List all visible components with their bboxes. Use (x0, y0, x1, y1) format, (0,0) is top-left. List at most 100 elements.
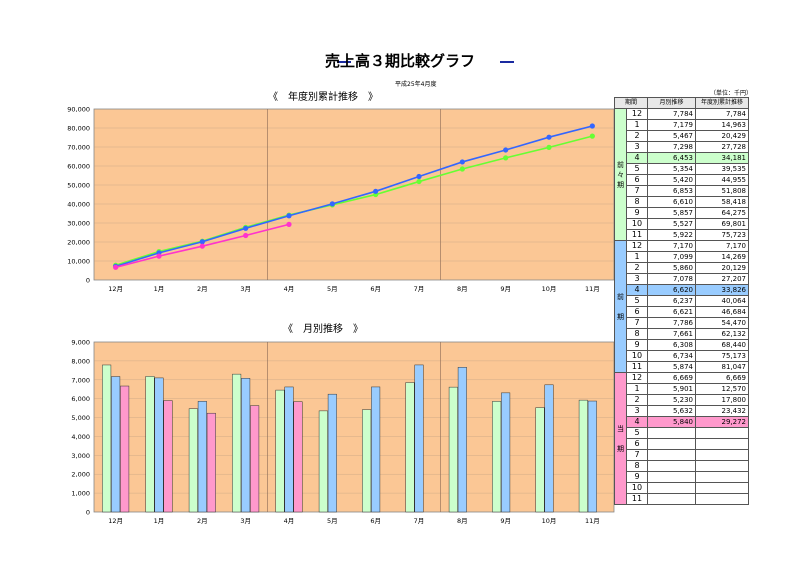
x-tick-label: 7月 (414, 285, 425, 293)
y-tick-label: 9,000 (71, 339, 90, 347)
monthly-value-cell: 6,620 (647, 284, 696, 296)
y-tick-label: 50,000 (67, 182, 90, 190)
cumulative-value-cell: 17,800 (695, 394, 749, 406)
y-tick-label: 20,000 (67, 239, 90, 247)
monthly-value-cell: 7,784 (647, 108, 696, 120)
y-tick-label: 8,000 (71, 357, 90, 365)
month-cell: 11 (626, 493, 648, 505)
cumulative-value-cell: 62,132 (695, 328, 749, 340)
month-cell: 2 (626, 394, 648, 406)
table-row: 1 7,099 14,269 (615, 251, 749, 263)
data-point-zen (243, 225, 249, 231)
table-row: 1 7,179 14,963 (615, 119, 749, 131)
cumulative-value-cell: 68,440 (695, 339, 749, 351)
monthly-value-cell: 7,099 (647, 251, 696, 263)
bar-zenzen (535, 407, 545, 513)
monthly-value-cell (647, 438, 696, 450)
header-monthly: 月別推移 (647, 97, 696, 109)
x-tick-label: 1月 (154, 285, 165, 293)
bar-zenzen (275, 389, 285, 513)
monthly-value-cell (647, 427, 696, 439)
x-tick-label: 5月 (327, 517, 338, 525)
table-row: 10 5,527 69,801 (615, 218, 749, 230)
x-tick-label: 6月 (370, 285, 381, 293)
table-row: 前 々 期 12 7,784 7,784 (614, 108, 749, 241)
table-row: 7 7,786 54,470 (615, 317, 749, 329)
monthly-value-cell (647, 449, 696, 461)
x-tick-label: 2月 (197, 285, 208, 293)
cumulative-value-cell: 14,269 (695, 251, 749, 263)
monthly-value-cell: 6,610 (647, 196, 696, 208)
x-tick-label: 8月 (457, 517, 468, 525)
bar-tou (206, 412, 216, 513)
month-cell: 10 (626, 350, 648, 362)
title-dash-left (337, 61, 351, 63)
table-row: 2 5,860 20,129 (615, 262, 749, 274)
data-point-tou (243, 232, 249, 239)
cumulative-value-cell: 20,129 (695, 262, 749, 274)
bar-zenzen (448, 386, 458, 513)
cumulative-value-cell: 54,470 (695, 317, 749, 329)
month-cell: 11 (626, 229, 648, 241)
y-tick-label: 40,000 (67, 201, 90, 209)
bar-zen (154, 377, 164, 513)
table-row: 8 (615, 460, 749, 472)
month-cell: 4 (626, 416, 648, 428)
monthly-value-cell: 5,467 (647, 130, 696, 142)
header-period: 期間 (614, 97, 648, 109)
table-row: 4 6,620 33,826 (615, 284, 749, 296)
data-table: 期間 月別推移 年度別累計推移 前 々 期 12 7,784 7,784 1 7,179 1… (614, 97, 749, 505)
x-tick-label: 4月 (284, 517, 295, 525)
y-tick-label: 10,000 (67, 258, 90, 266)
x-tick-label: 12月 (108, 517, 123, 525)
cumulative-value-cell: 23,432 (695, 405, 749, 417)
table-row: 6 5,420 44,955 (615, 174, 749, 186)
monthly-value-cell (647, 460, 696, 472)
cumulative-value-cell: 44,955 (695, 174, 749, 186)
bar-zen (197, 401, 207, 513)
x-tick-label: 3月 (240, 285, 251, 293)
monthly-value-cell: 5,527 (647, 218, 696, 230)
y-tick-label: 5,000 (71, 414, 90, 422)
monthly-value-cell: 5,840 (647, 416, 696, 428)
table-row: 3 7,078 27,207 (615, 273, 749, 285)
cumulative-value-cell: 64,275 (695, 207, 749, 219)
cumulative-value-cell: 34,181 (695, 152, 749, 164)
data-point-zen (459, 159, 465, 165)
month-cell: 8 (626, 460, 648, 472)
y-tick-label: 0 (86, 277, 90, 285)
bar-tou (293, 401, 303, 513)
month-cell: 6 (626, 174, 648, 186)
period-label: 前 期 (614, 240, 627, 373)
bar-zenzen (405, 382, 415, 513)
cumulative-value-cell: 20,429 (695, 130, 749, 142)
data-point-tou (199, 243, 205, 249)
monthly-value-cell: 5,230 (647, 394, 696, 406)
table-header-row: 期間 月別推移 年度別累計推移 (614, 97, 749, 109)
cumulative-value-cell: 27,207 (695, 273, 749, 285)
x-tick-label: 11月 (585, 285, 600, 293)
period-label: 前 々 期 (614, 108, 627, 241)
line-chart: 0 10,000 20,000 30,000 40,000 50,000 60,000 70,… (67, 106, 615, 293)
y-tick-label: 7,000 (71, 376, 90, 384)
month-cell: 12 (626, 240, 648, 252)
table-row: 8 6,610 58,418 (615, 196, 749, 208)
month-cell: 7 (626, 449, 648, 461)
table-row: 3 7,298 27,728 (615, 141, 749, 153)
month-cell: 7 (626, 185, 648, 197)
y-tick-label: 1,000 (71, 490, 90, 498)
y-tick-label: 80,000 (67, 125, 90, 133)
table-row: 10 (615, 482, 749, 494)
month-cell: 1 (626, 383, 648, 395)
header-cumulative: 年度別累計推移 (695, 97, 749, 109)
y-tick-label: 4,000 (71, 433, 90, 441)
month-cell: 2 (626, 262, 648, 274)
month-cell: 5 (626, 427, 648, 439)
y-tick-label: 70,000 (67, 144, 90, 152)
y-tick-label: 60,000 (67, 163, 90, 171)
period-label: 当 期 (614, 372, 627, 505)
bar-tou (163, 400, 173, 513)
monthly-value-cell: 6,734 (647, 350, 696, 362)
data-point-zenzen (416, 178, 422, 185)
bar-zen (544, 384, 554, 513)
